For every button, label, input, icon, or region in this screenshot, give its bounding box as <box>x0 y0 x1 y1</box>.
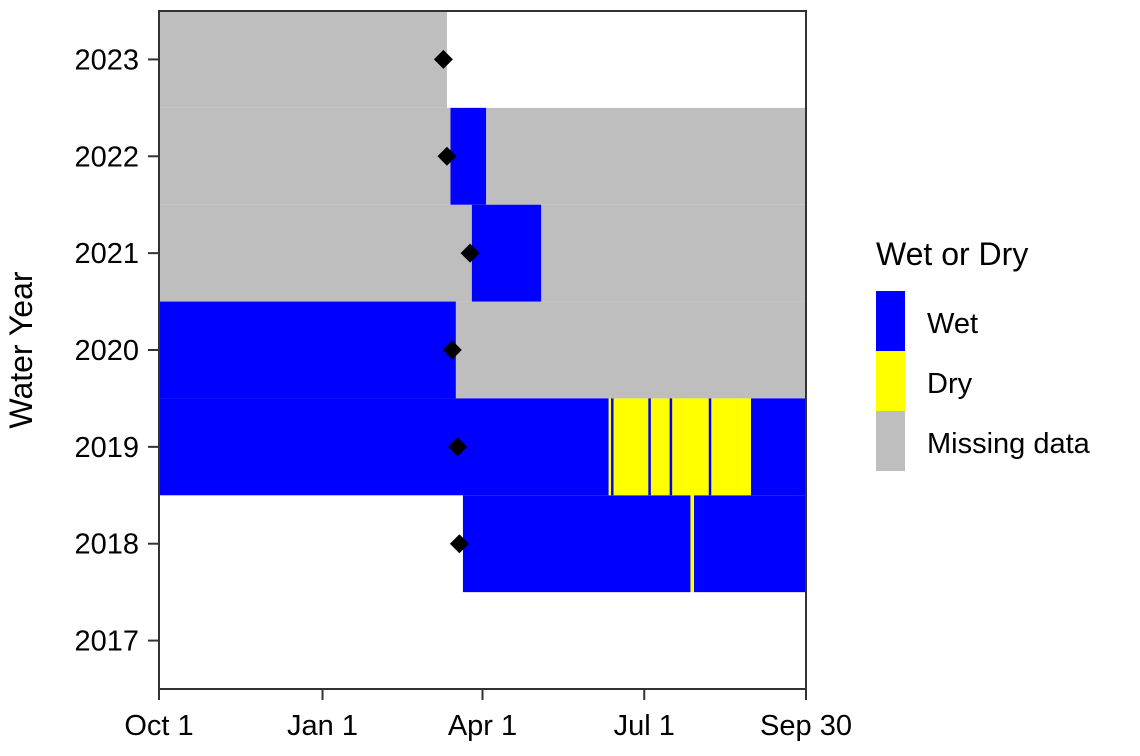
y-tick-label: 2022 <box>74 141 139 173</box>
tile-wet <box>471 204 542 302</box>
y-tick-label: 2020 <box>74 335 139 367</box>
tiles-layer <box>159 11 806 593</box>
tile-missing-data <box>159 107 451 205</box>
markers-layer <box>433 49 480 554</box>
tile-wet <box>159 301 456 399</box>
legend-label: Wet <box>927 308 978 340</box>
y-tick-label: 2023 <box>74 44 139 76</box>
tile-missing-data <box>541 204 806 302</box>
x-axis: Oct 1 Jan 1 Apr 1 Jul 1 Sep 30 <box>124 689 852 742</box>
x-tick-label: Jul 1 <box>614 710 675 742</box>
y-axis-title: Water Year <box>3 271 39 428</box>
legend-label: Missing data <box>927 428 1091 460</box>
y-tick-label: 2017 <box>74 626 139 658</box>
legend-key-dry <box>876 351 905 411</box>
y-tick-label: 2019 <box>74 432 139 464</box>
dividers-layer <box>611 398 712 496</box>
diamond-marker <box>442 340 462 360</box>
diamond-marker <box>433 49 453 69</box>
x-tick-label: Jan 1 <box>287 710 358 742</box>
x-tick-label: Apr 1 <box>448 710 517 742</box>
legend-label: Dry <box>927 368 973 400</box>
x-tick-label: Oct 1 <box>124 710 193 742</box>
tile-wet <box>694 495 806 593</box>
tile-missing-data <box>159 204 472 302</box>
tile-wet <box>750 398 806 496</box>
tile-missing-data <box>486 107 806 205</box>
tile-dry <box>690 495 695 593</box>
legend: Wet or Dry Wet Dry Missing data <box>876 236 1091 471</box>
x-tick-label: Sep 30 <box>760 710 852 742</box>
y-axis: 2017 2018 2019 2020 2021 2022 2023 <box>74 44 159 658</box>
legend-key-missing-data <box>876 411 905 471</box>
legend-title: Wet or Dry <box>876 236 1028 272</box>
diamond-marker <box>448 437 468 457</box>
legend-key-wet <box>876 291 905 351</box>
tile-wet <box>159 398 609 496</box>
diamond-marker <box>437 146 457 166</box>
tile-dry <box>608 398 751 496</box>
diamond-marker <box>449 534 469 554</box>
diamond-marker <box>460 243 480 263</box>
tile-wet <box>462 495 691 593</box>
y-tick-label: 2018 <box>74 529 139 561</box>
y-tick-label: 2021 <box>74 238 139 270</box>
tile-missing-data <box>455 301 806 399</box>
tile-missing-data <box>159 11 447 108</box>
